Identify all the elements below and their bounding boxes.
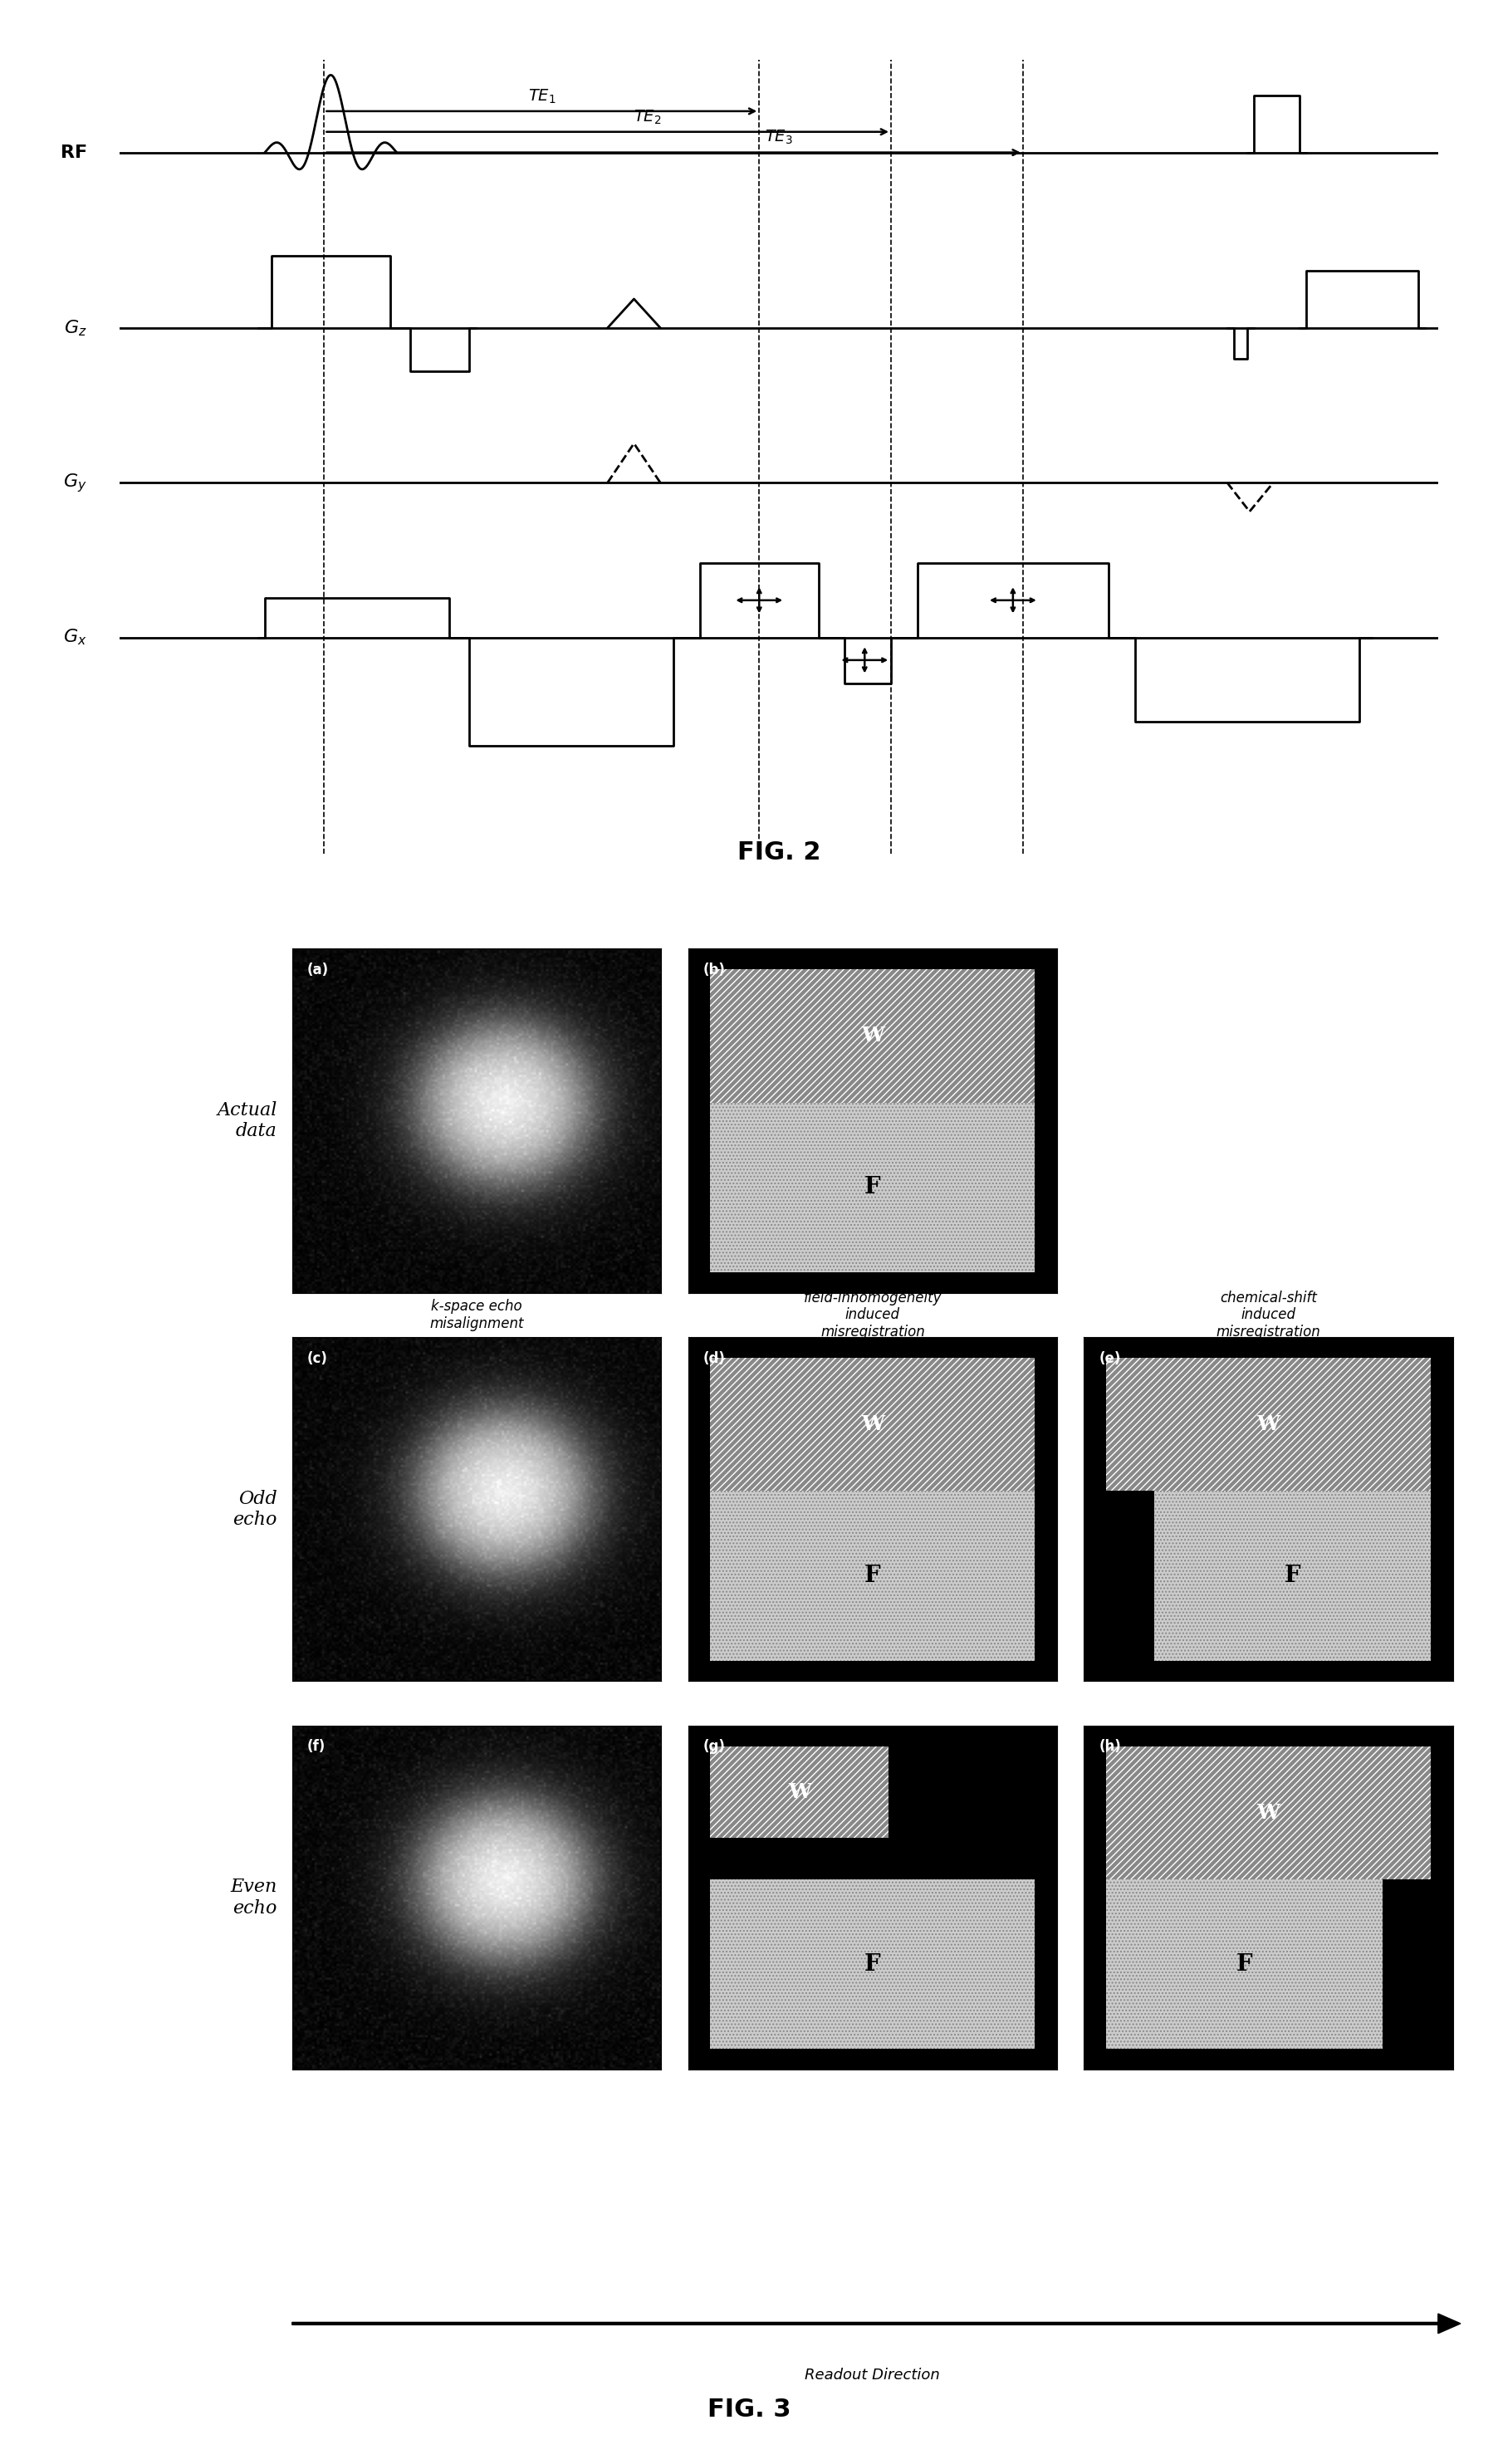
Text: Odd
echo: Odd echo <box>232 1491 277 1528</box>
Text: F: F <box>864 1954 881 1976</box>
Text: (g): (g) <box>703 1740 725 1754</box>
Text: W: W <box>788 1781 812 1801</box>
Text: FIG. 2: FIG. 2 <box>737 840 821 865</box>
Bar <box>710 1358 1035 1491</box>
Text: $G_z$: $G_z$ <box>64 318 87 338</box>
Text: Readout Direction: Readout Direction <box>804 2368 941 2383</box>
Text: $TE_3$: $TE_3$ <box>765 128 792 145</box>
Text: FIG. 3: FIG. 3 <box>707 2397 791 2422</box>
Bar <box>710 1101 1035 1271</box>
Text: $G_x$: $G_x$ <box>63 628 87 648</box>
Text: Even
echo: Even echo <box>231 1878 277 1917</box>
Text: RF: RF <box>60 145 87 160</box>
Text: (c): (c) <box>307 1350 328 1365</box>
Text: W: W <box>861 1414 884 1434</box>
Bar <box>710 1747 888 1838</box>
Bar <box>710 1491 1035 1661</box>
Text: (h): (h) <box>1100 1740 1121 1754</box>
Text: $TE_1$: $TE_1$ <box>527 89 556 106</box>
Bar <box>1106 1880 1383 2050</box>
Text: (f): (f) <box>307 1740 325 1754</box>
Text: $G_y$: $G_y$ <box>63 471 87 493</box>
Text: F: F <box>1284 1565 1300 1587</box>
Text: F: F <box>864 1565 881 1587</box>
Text: field-inhomogeneity
induced
misregistration: field-inhomogeneity induced misregistrat… <box>803 1291 942 1340</box>
Text: (a): (a) <box>307 963 328 978</box>
Text: chemical-shift
induced
misregistration: chemical-shift induced misregistration <box>1216 1291 1321 1340</box>
Bar <box>1106 1358 1431 1491</box>
Text: (e): (e) <box>1100 1350 1121 1365</box>
Bar <box>710 1880 1035 2050</box>
Text: F: F <box>1236 1954 1252 1976</box>
Text: (b): (b) <box>703 963 725 978</box>
Text: W: W <box>1257 1414 1281 1434</box>
Text: W: W <box>1257 1804 1281 1823</box>
Text: F: F <box>864 1175 881 1198</box>
Bar <box>710 968 1035 1101</box>
Text: $TE_2$: $TE_2$ <box>634 108 661 126</box>
Text: (d): (d) <box>703 1350 725 1365</box>
Text: Actual
data: Actual data <box>217 1101 277 1141</box>
Bar <box>1153 1491 1431 1661</box>
Text: W: W <box>861 1025 884 1045</box>
Text: k-space echo
misalignment: k-space echo misalignment <box>430 1299 524 1331</box>
Bar <box>1106 1747 1431 1880</box>
